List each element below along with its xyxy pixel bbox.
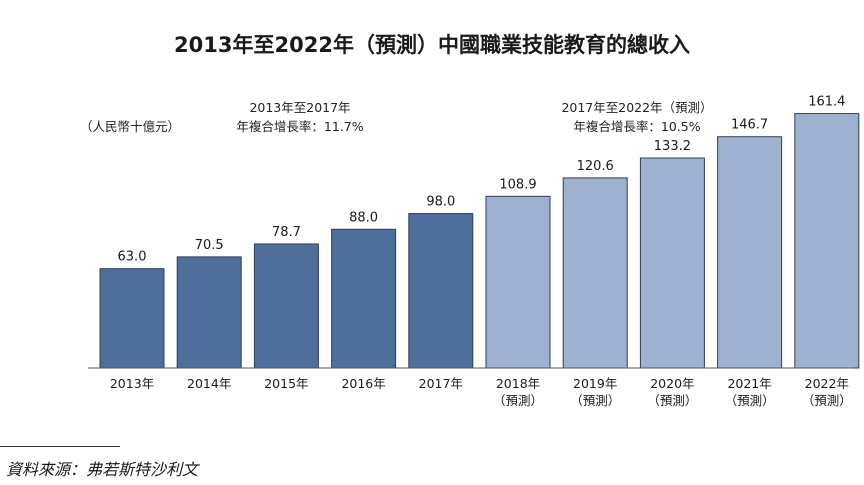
x-tick-label: 2020年 — [650, 376, 694, 391]
bar-2017年 — [408, 213, 474, 369]
x-tick-labels: 2013年 2014年 2015年 2016年 2017年 2018年 （預測） 2019年 （… — [110, 376, 852, 408]
bar-series — [99, 113, 860, 369]
bar-2021年 — [717, 136, 783, 369]
bar-2016年 — [331, 228, 397, 369]
value-label: 133.2 — [654, 139, 691, 154]
revenue-bar-chart: 2013年至2022年（預測）中國職業技能教育的總收入 （人民幣十億元） 201… — [80, 33, 860, 408]
cagr-period-2: 2017年至2022年（預測） — [561, 100, 712, 115]
x-tick-label: 2013年 — [110, 376, 154, 391]
x-tick-label: 2021年 — [727, 376, 771, 391]
value-label: 78.7 — [272, 225, 301, 240]
value-label: 63.0 — [118, 250, 147, 265]
x-tick-label: 2018年 — [496, 376, 540, 391]
x-tick-forecast-label: （預測） — [725, 393, 775, 408]
value-label: 70.5 — [195, 238, 224, 253]
source-note: 資料來源：弗若斯特沙利文 — [6, 460, 199, 479]
value-label: 120.6 — [577, 159, 614, 174]
bar-2014年 — [176, 256, 242, 369]
bar-2020年 — [639, 157, 705, 369]
bar-2022年 — [794, 113, 860, 369]
source-rule — [0, 446, 120, 447]
value-label: 108.9 — [499, 177, 536, 192]
x-tick-label: 2014年 — [187, 376, 231, 391]
value-labels: 63.0 70.5 78.7 88.0 98.0 108.9 120.6 133.2 146.7… — [118, 95, 846, 265]
value-label: 98.0 — [426, 195, 455, 210]
value-label: 161.4 — [808, 95, 845, 110]
x-tick-forecast-label: （預測） — [647, 393, 697, 408]
x-tick-label: 2016年 — [341, 376, 385, 391]
cagr-rate-2: 年複合增長率：10.5% — [573, 119, 700, 134]
cagr-annotation-1: 2013年至2017年 年複合增長率：11.7% — [236, 100, 363, 134]
x-tick-forecast-label: （預測） — [570, 393, 620, 408]
chart-title: 2013年至2022年（預測）中國職業技能教育的總收入 — [174, 33, 690, 57]
x-tick-label: 2019年 — [573, 376, 617, 391]
x-tick-forecast-label: （預測） — [802, 393, 852, 408]
value-label: 146.7 — [731, 118, 768, 133]
value-label: 88.0 — [349, 210, 378, 225]
cagr-annotation-2: 2017年至2022年（預測） 年複合增長率：10.5% — [561, 100, 712, 134]
x-tick-label: 2022年 — [805, 376, 849, 391]
bar-2015年 — [253, 243, 319, 369]
bar-2019年 — [562, 177, 628, 369]
x-tick-forecast-label: （預測） — [493, 393, 543, 408]
x-tick-label: 2017年 — [419, 376, 463, 391]
unit-label: （人民幣十億元） — [80, 119, 180, 134]
bar-2018年 — [485, 195, 551, 369]
bar-2013年 — [99, 268, 165, 369]
cagr-period-1: 2013年至2017年 — [249, 100, 350, 115]
x-tick-label: 2015年 — [264, 376, 308, 391]
cagr-rate-1: 年複合增長率：11.7% — [236, 119, 363, 134]
